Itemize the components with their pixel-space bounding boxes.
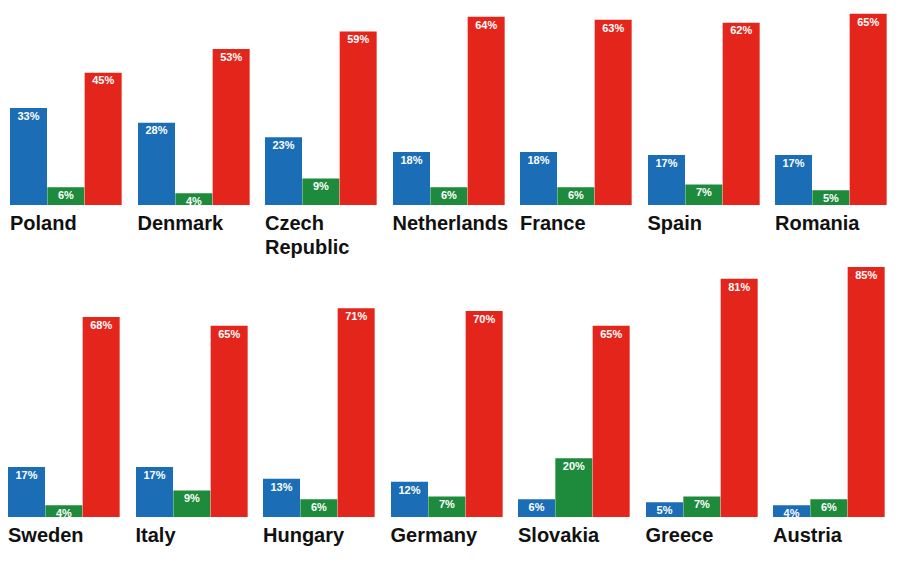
html-text:Austria: Austria [773, 524, 842, 546]
svg-text:81%: 81% [728, 281, 750, 293]
svg-text:5%: 5% [823, 192, 839, 204]
svg-text:28%: 28% [145, 124, 167, 136]
svg-text:70%: 70% [473, 313, 495, 325]
html-text:Czech Republic: Czech Republic [265, 212, 350, 258]
svg-text:7%: 7% [438, 498, 454, 510]
svg-text:12%: 12% [398, 484, 420, 496]
html-text:Romania: Romania [775, 212, 860, 234]
svg-text:7%: 7% [693, 498, 709, 510]
html-text:Greece: Greece [645, 524, 714, 546]
html-text:Germany: Germany [390, 524, 478, 546]
svg-text:68%: 68% [90, 319, 112, 331]
html-text:Hungary: Hungary [263, 524, 345, 546]
svg-text:53%: 53% [220, 51, 242, 63]
svg-text:65%: 65% [857, 16, 879, 28]
html-text:Netherlands: Netherlands [392, 212, 509, 234]
html-text:Slovakia: Slovakia [518, 524, 600, 546]
svg-text:6%: 6% [440, 189, 456, 201]
svg-text:4%: 4% [56, 507, 72, 517]
svg-text:17%: 17% [655, 157, 677, 169]
svg-text:18%: 18% [400, 154, 422, 166]
svg-text:6%: 6% [58, 189, 74, 201]
svg-text:18%: 18% [527, 154, 549, 166]
svg-text:85%: 85% [855, 269, 877, 281]
svg-text:17%: 17% [782, 157, 804, 169]
svg-text:9%: 9% [313, 180, 329, 192]
svg-text:65%: 65% [218, 328, 240, 340]
html-text:Poland: Poland [10, 212, 77, 234]
html-text:Denmark: Denmark [137, 212, 224, 234]
svg-text:63%: 63% [602, 22, 624, 34]
html-text:Spain: Spain [647, 212, 702, 234]
svg-text:59%: 59% [347, 33, 369, 45]
svg-text:6%: 6% [529, 501, 545, 513]
svg-text:13%: 13% [270, 481, 292, 493]
svg-text:6%: 6% [821, 501, 837, 513]
svg-text:64%: 64% [475, 19, 497, 31]
svg-text:20%: 20% [563, 460, 585, 472]
svg-text:65%: 65% [600, 328, 622, 340]
svg-text:62%: 62% [730, 24, 752, 36]
html-text:France: France [520, 212, 586, 234]
svg-text:17%: 17% [143, 469, 165, 481]
svg-text:45%: 45% [92, 74, 114, 86]
svg-text:33%: 33% [17, 110, 39, 122]
svg-text:4%: 4% [784, 507, 800, 517]
svg-text:17%: 17% [15, 469, 37, 481]
svg-text:6%: 6% [568, 189, 584, 201]
svg-text:23%: 23% [272, 139, 294, 151]
svg-text:71%: 71% [345, 310, 367, 322]
svg-text:6%: 6% [311, 501, 327, 513]
svg-text:7%: 7% [695, 186, 711, 198]
svg-text:9%: 9% [183, 492, 199, 504]
svg-text:5%: 5% [656, 504, 672, 516]
svg-text:4%: 4% [185, 195, 201, 205]
html-text:Sweden: Sweden [8, 524, 84, 546]
html-text:Italy: Italy [135, 524, 176, 546]
